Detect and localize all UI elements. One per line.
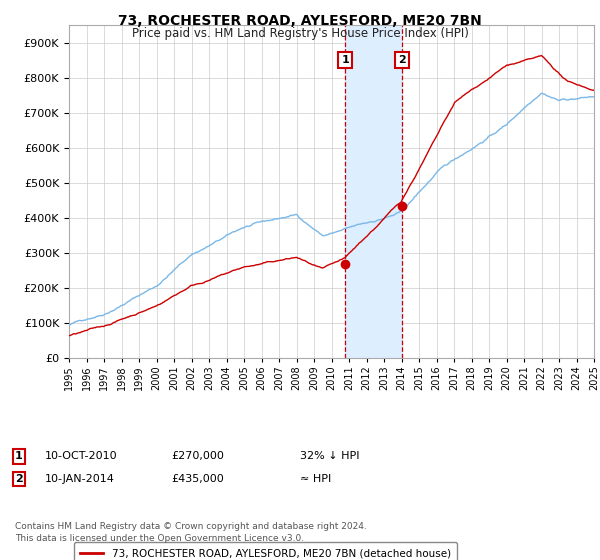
Text: 10-JAN-2014: 10-JAN-2014 — [45, 474, 115, 484]
Text: 10-OCT-2010: 10-OCT-2010 — [45, 451, 118, 461]
Text: 73, ROCHESTER ROAD, AYLESFORD, ME20 7BN: 73, ROCHESTER ROAD, AYLESFORD, ME20 7BN — [118, 14, 482, 28]
Legend: 73, ROCHESTER ROAD, AYLESFORD, ME20 7BN (detached house), HPI: Average price, de: 73, ROCHESTER ROAD, AYLESFORD, ME20 7BN … — [74, 542, 457, 560]
Text: £270,000: £270,000 — [171, 451, 224, 461]
Text: 2: 2 — [398, 55, 406, 66]
Text: 1: 1 — [15, 451, 23, 461]
Text: ≈ HPI: ≈ HPI — [300, 474, 331, 484]
Text: 32% ↓ HPI: 32% ↓ HPI — [300, 451, 359, 461]
Text: Price paid vs. HM Land Registry's House Price Index (HPI): Price paid vs. HM Land Registry's House … — [131, 27, 469, 40]
Text: 2: 2 — [15, 474, 23, 484]
Bar — [345, 25, 402, 358]
Text: Contains HM Land Registry data © Crown copyright and database right 2024.
This d: Contains HM Land Registry data © Crown c… — [15, 522, 367, 543]
Text: £435,000: £435,000 — [171, 474, 224, 484]
Text: 1: 1 — [341, 55, 349, 66]
